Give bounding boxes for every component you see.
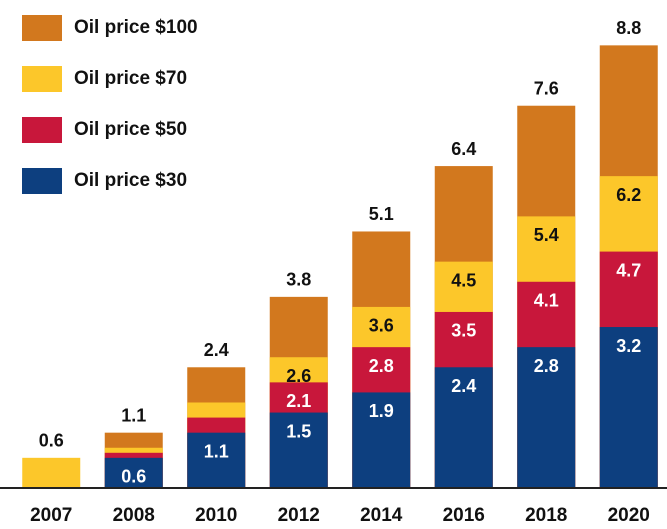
x-tick-label: 2014 — [360, 505, 403, 526]
x-tick-label: 2010 — [195, 505, 237, 526]
x-tick-label: 2016 — [443, 505, 485, 526]
data-label: 0.6 — [39, 431, 64, 451]
data-label: 3.5 — [451, 321, 476, 341]
bar — [104, 457, 163, 488]
bar — [187, 432, 246, 488]
bar — [22, 457, 81, 488]
data-label: 2.4 — [451, 376, 476, 396]
legend-swatch — [22, 15, 62, 41]
x-tick-label: 2012 — [278, 505, 320, 526]
x-tick-label: 2007 — [30, 505, 72, 526]
x-tick-label: 2020 — [608, 505, 650, 526]
bar — [434, 367, 493, 488]
data-label: 6.2 — [616, 185, 641, 205]
legend-label: Oil price $100 — [74, 17, 198, 38]
data-label: 3.2 — [616, 336, 641, 356]
data-label: 4.1 — [534, 291, 559, 311]
x-tick-label: 2008 — [113, 505, 155, 526]
bar — [517, 347, 576, 488]
data-label: 3.6 — [369, 316, 394, 336]
data-label: 2.1 — [286, 391, 311, 411]
bar — [599, 327, 658, 488]
legend-label: Oil price $30 — [74, 170, 187, 191]
legend-label: Oil price $70 — [74, 68, 187, 89]
bar — [269, 412, 328, 488]
data-label: 1.5 — [286, 421, 311, 441]
data-label: 2.4 — [204, 340, 229, 360]
data-label: 2.6 — [286, 366, 311, 386]
data-label: 3.8 — [286, 270, 311, 290]
legend-swatch — [22, 168, 62, 194]
data-label: 0.6 — [121, 467, 146, 487]
data-label: 1.1 — [204, 441, 229, 461]
bar — [352, 392, 411, 488]
data-label: 4.5 — [451, 270, 476, 290]
data-label: 6.4 — [451, 139, 476, 159]
x-tick-label: 2018 — [525, 505, 567, 526]
data-label: 1.1 — [121, 405, 146, 425]
legend-swatch — [22, 66, 62, 92]
data-label: 5.4 — [534, 225, 559, 245]
data-label: 2.8 — [369, 356, 394, 376]
data-label: 8.8 — [616, 18, 641, 38]
legend-swatch — [22, 117, 62, 143]
legend-label: Oil price $50 — [74, 119, 187, 140]
data-label: 1.9 — [369, 401, 394, 421]
data-label: 4.7 — [616, 260, 641, 280]
data-label: 5.1 — [369, 204, 394, 224]
data-label: 7.6 — [534, 78, 559, 98]
data-label: 2.8 — [534, 356, 559, 376]
